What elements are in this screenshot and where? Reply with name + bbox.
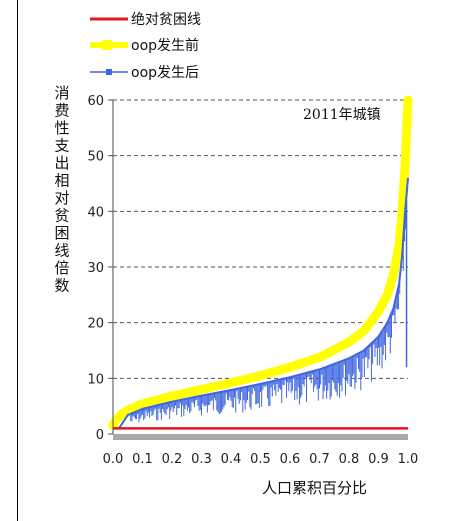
chart-annotation: 2011年城镇 xyxy=(303,107,381,123)
y-axis-title-char: 数 xyxy=(54,277,69,295)
x-tick-label-0.8: 0.8 xyxy=(339,452,360,467)
x-axis-title: 人口累积百分比 xyxy=(262,479,367,497)
plot-area xyxy=(108,95,413,431)
legend: 绝对贫困线 oop发生前 oop发生后 xyxy=(90,12,201,81)
x-tick-label-0.2: 0.2 xyxy=(162,452,183,467)
y-tick-label-10: 10 xyxy=(87,372,104,387)
y-axis-title-char: 线 xyxy=(54,242,69,260)
x-tick-labels: 0.0 0.1 0.2 0.3 0.4 0.5 0.6 0.7 0.8 0.9 1.0 xyxy=(103,452,419,467)
y-axis-title-char: 贫 xyxy=(54,207,69,225)
x-tick-label-0.9: 0.9 xyxy=(368,452,389,467)
x-tick-label-0.7: 0.7 xyxy=(309,452,330,467)
y-axis-title-char: 消 xyxy=(54,84,69,102)
series-after-noise xyxy=(130,200,408,423)
series-line-after xyxy=(118,177,409,429)
y-tick-label-30: 30 xyxy=(87,261,104,276)
y-tick-label-0: 0 xyxy=(96,428,104,443)
y-tick-label-60: 60 xyxy=(87,94,104,109)
x-axis-floor xyxy=(113,434,408,440)
y-axis-title-char: 支 xyxy=(54,137,69,155)
y-axis-title-char: 出 xyxy=(54,154,69,172)
x-tick-label-0.6: 0.6 xyxy=(280,452,301,467)
y-axis-title-char: 性 xyxy=(54,119,69,137)
y-tick-labels: 0 10 20 30 40 50 60 xyxy=(87,94,104,443)
x-tick-label-0.3: 0.3 xyxy=(191,452,212,467)
x-tick-label-0.0: 0.0 xyxy=(103,452,124,467)
legend-marker-after xyxy=(106,69,112,75)
series-line-before xyxy=(108,95,413,431)
legend-label-poverty-line: 绝对贫困线 xyxy=(131,12,201,28)
y-axis-title-char: 对 xyxy=(54,189,69,207)
x-tick-label-0.1: 0.1 xyxy=(132,452,153,467)
page-frame-line xyxy=(17,0,18,521)
y-tick-label-20: 20 xyxy=(87,317,104,332)
y-axis-title-char: 费 xyxy=(54,102,69,120)
x-tick-label-1.0: 1.0 xyxy=(398,452,419,467)
legend-marker-before xyxy=(102,40,112,50)
y-axis-title-char: 相 xyxy=(54,172,69,190)
legend-label-before: oop发生前 xyxy=(131,37,199,54)
legend-label-after: oop发生后 xyxy=(131,65,199,81)
axes xyxy=(108,99,408,440)
y-tick-label-50: 50 xyxy=(87,150,104,165)
x-tick-label-0.4: 0.4 xyxy=(221,452,242,467)
y-tick-label-40: 40 xyxy=(87,205,104,220)
x-tick-label-0.5: 0.5 xyxy=(250,452,271,467)
y-axis-title-char: 困 xyxy=(54,224,69,242)
y-axis-title-char: 倍 xyxy=(54,259,69,277)
